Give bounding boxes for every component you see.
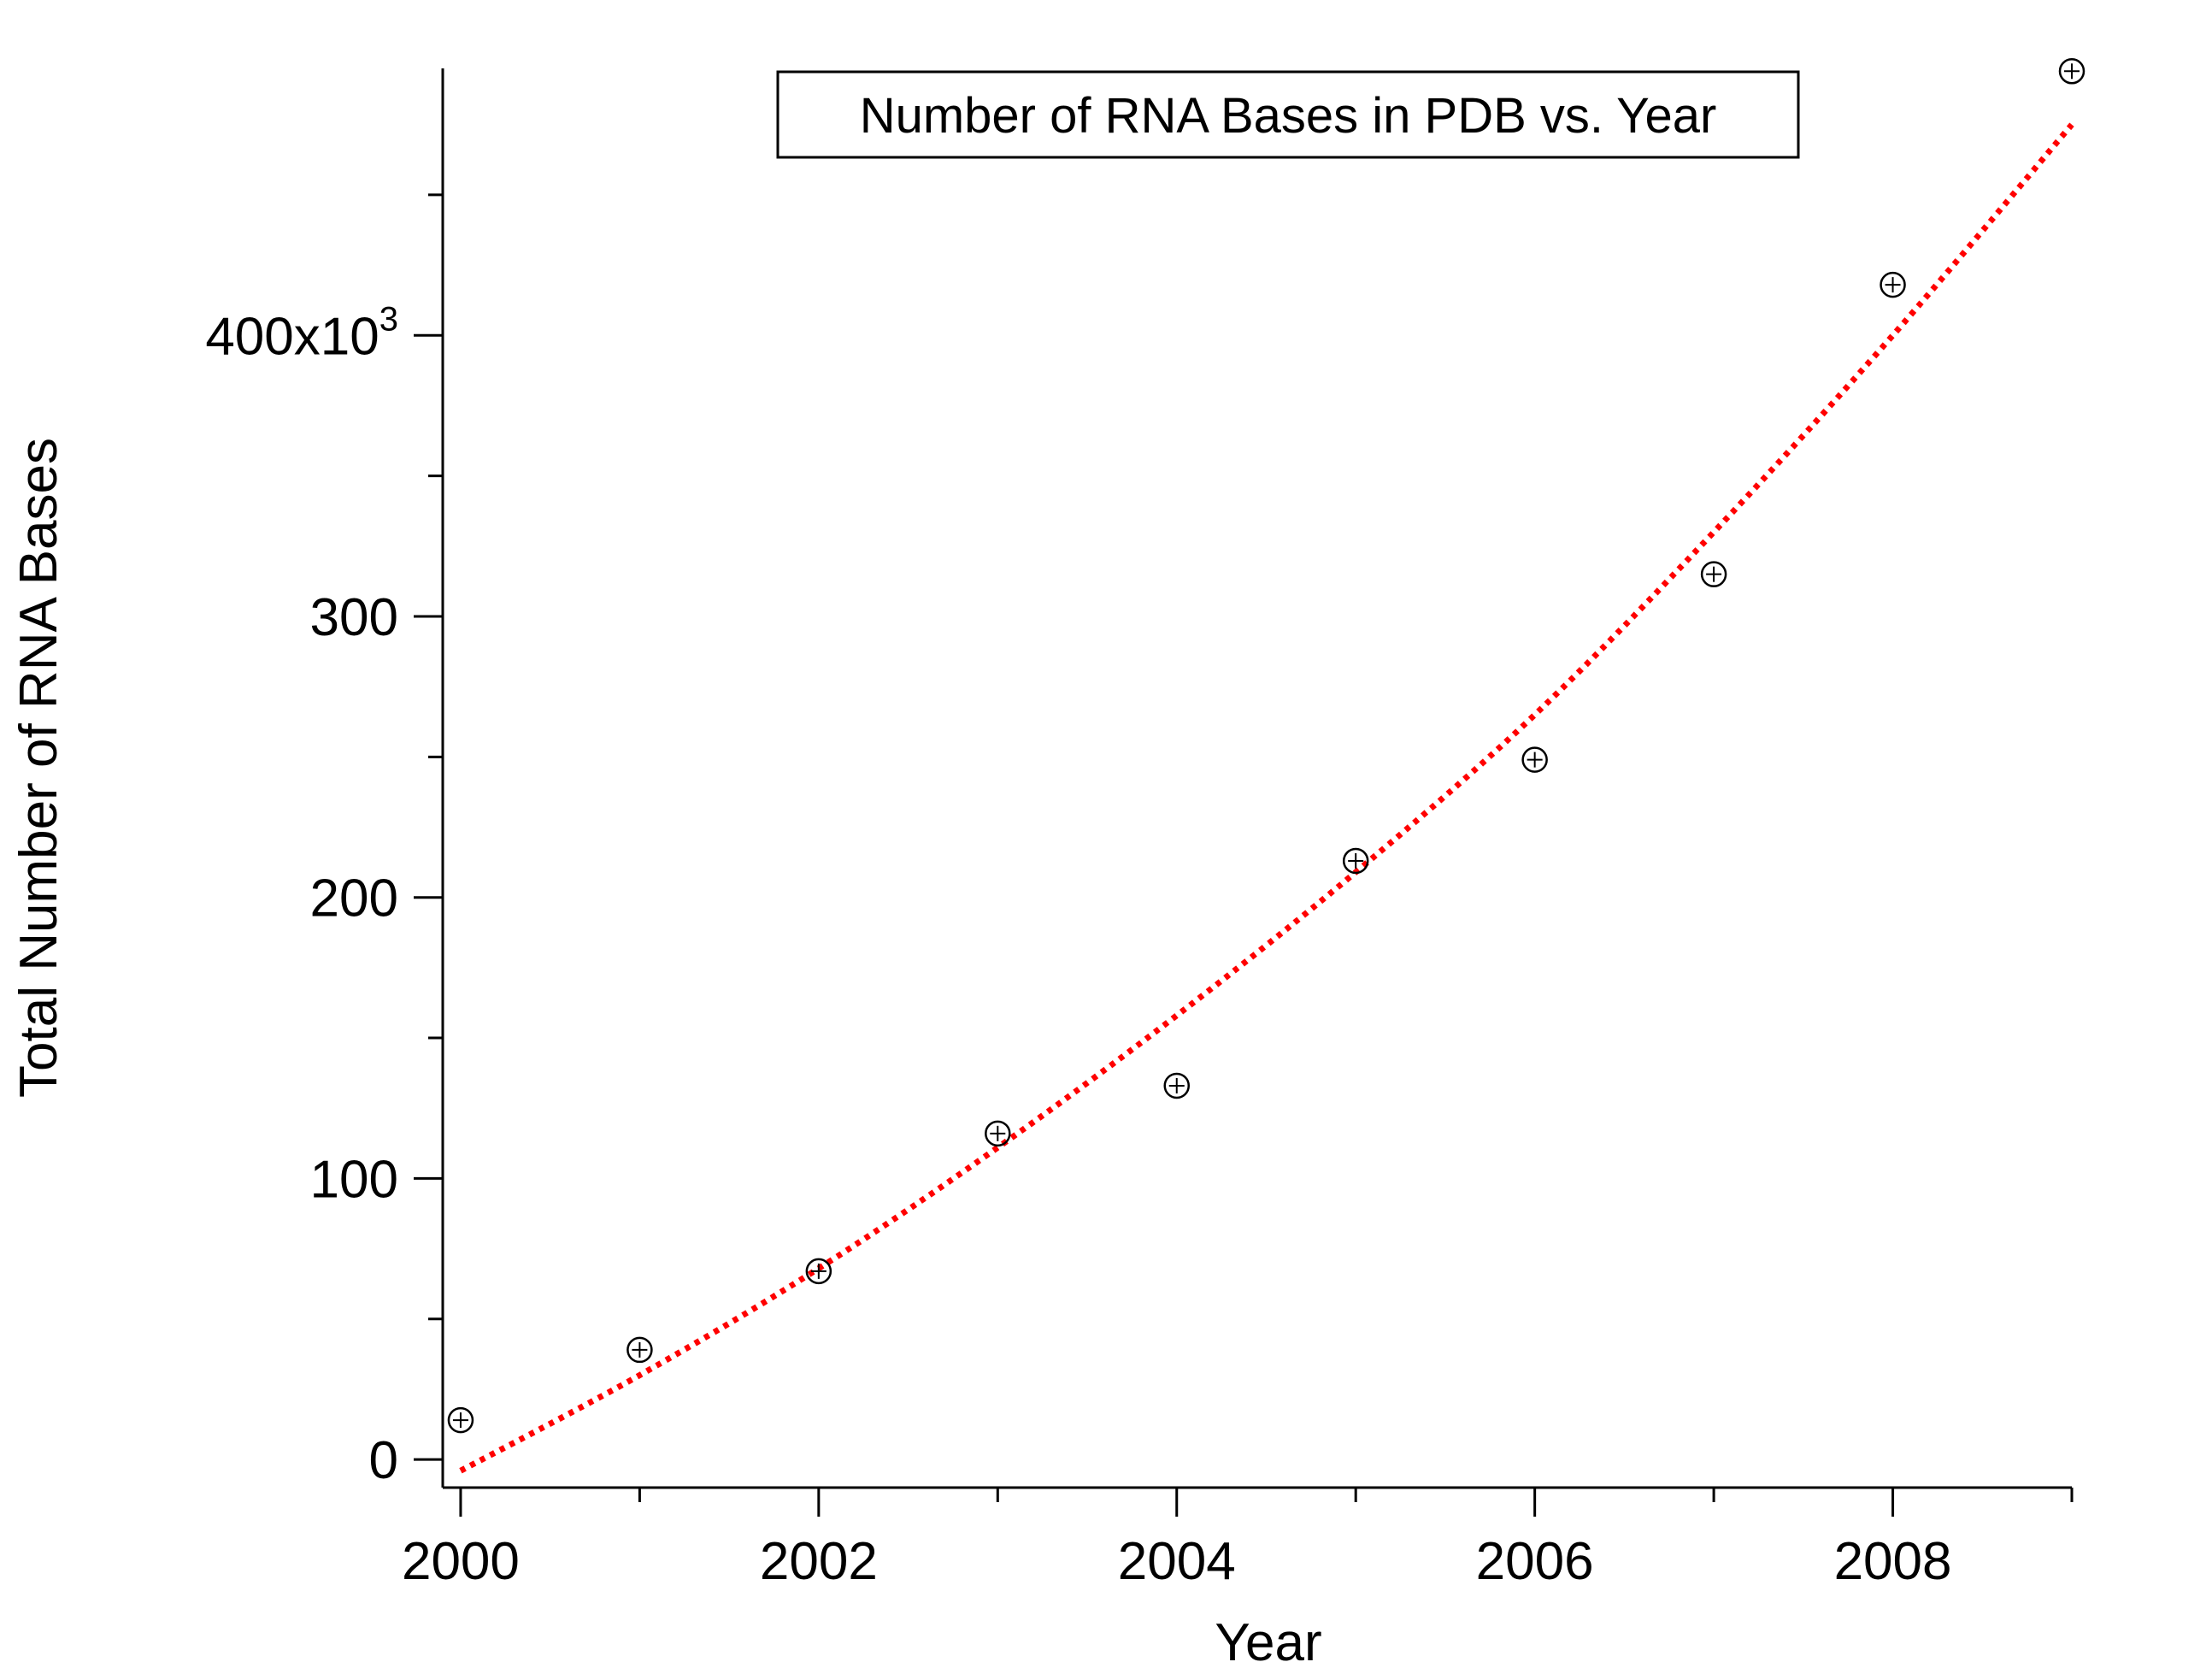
data-point-circle [1163,1072,1190,1099]
data-point [447,1406,474,1434]
data-point [1700,561,1727,587]
y-tick-label: 300 [310,588,398,647]
x-tick-label: 2002 [760,1532,878,1591]
data-point [985,1120,1011,1147]
data-point-circle [1521,746,1548,773]
data-point-circle [447,1406,474,1434]
fit-line [459,122,2074,1474]
data-point-circle [805,1258,832,1285]
data-point [805,1258,832,1285]
data-points [447,58,2086,1434]
data-point-circle [1342,847,1369,875]
y-axis-label: Total Number of RNA Bases [9,438,68,1098]
x-tick-label: 2008 [1834,1532,1952,1591]
data-point [1880,271,1906,298]
x-axis-label: Year [1215,1613,1321,1662]
fit-curve [459,122,2074,1474]
y-tick-label: 0 [369,1431,398,1490]
x-tick-label: 2000 [402,1532,520,1591]
data-point-circle [1880,271,1906,298]
x-ticks: 2000 2002 2004 2006 2008 [402,1488,2074,1591]
y-tick-label: 100 [310,1150,398,1209]
chart-title-box: Number of RNA Bases in PDB vs. Year [776,70,1800,159]
plot-area [447,58,2086,1474]
data-point-circle [1700,561,1727,587]
data-point-circle [2058,58,2086,85]
x-tick-label: 2006 [1476,1532,1594,1591]
data-point [1521,746,1548,773]
data-point [2058,58,2086,85]
axes: 0 100 200 300 400x103 2000 2002 2004 2006 2008 [205,68,2074,1591]
chart-title: Number of RNA Bases in PDB vs. Year [860,88,1717,144]
data-point-circle [627,1336,653,1364]
data-point [1163,1072,1190,1099]
y-tick-label: 200 [310,869,398,928]
data-point [627,1336,653,1364]
data-point-circle [985,1120,1011,1147]
data-point [1342,847,1369,875]
x-tick-label: 2004 [1118,1532,1236,1591]
y-tick-label: 400x103 [205,300,398,366]
y-ticks: 0 100 200 300 400x103 [205,193,443,1490]
chart-title-frame [776,70,1800,159]
